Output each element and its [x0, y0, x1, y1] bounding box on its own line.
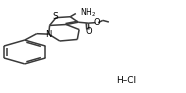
Text: NH$_2$: NH$_2$ [80, 7, 96, 19]
Text: H–Cl: H–Cl [116, 76, 136, 85]
Text: N: N [46, 30, 52, 39]
Text: S: S [52, 12, 58, 21]
Text: O: O [93, 18, 100, 27]
Text: O: O [85, 27, 92, 36]
